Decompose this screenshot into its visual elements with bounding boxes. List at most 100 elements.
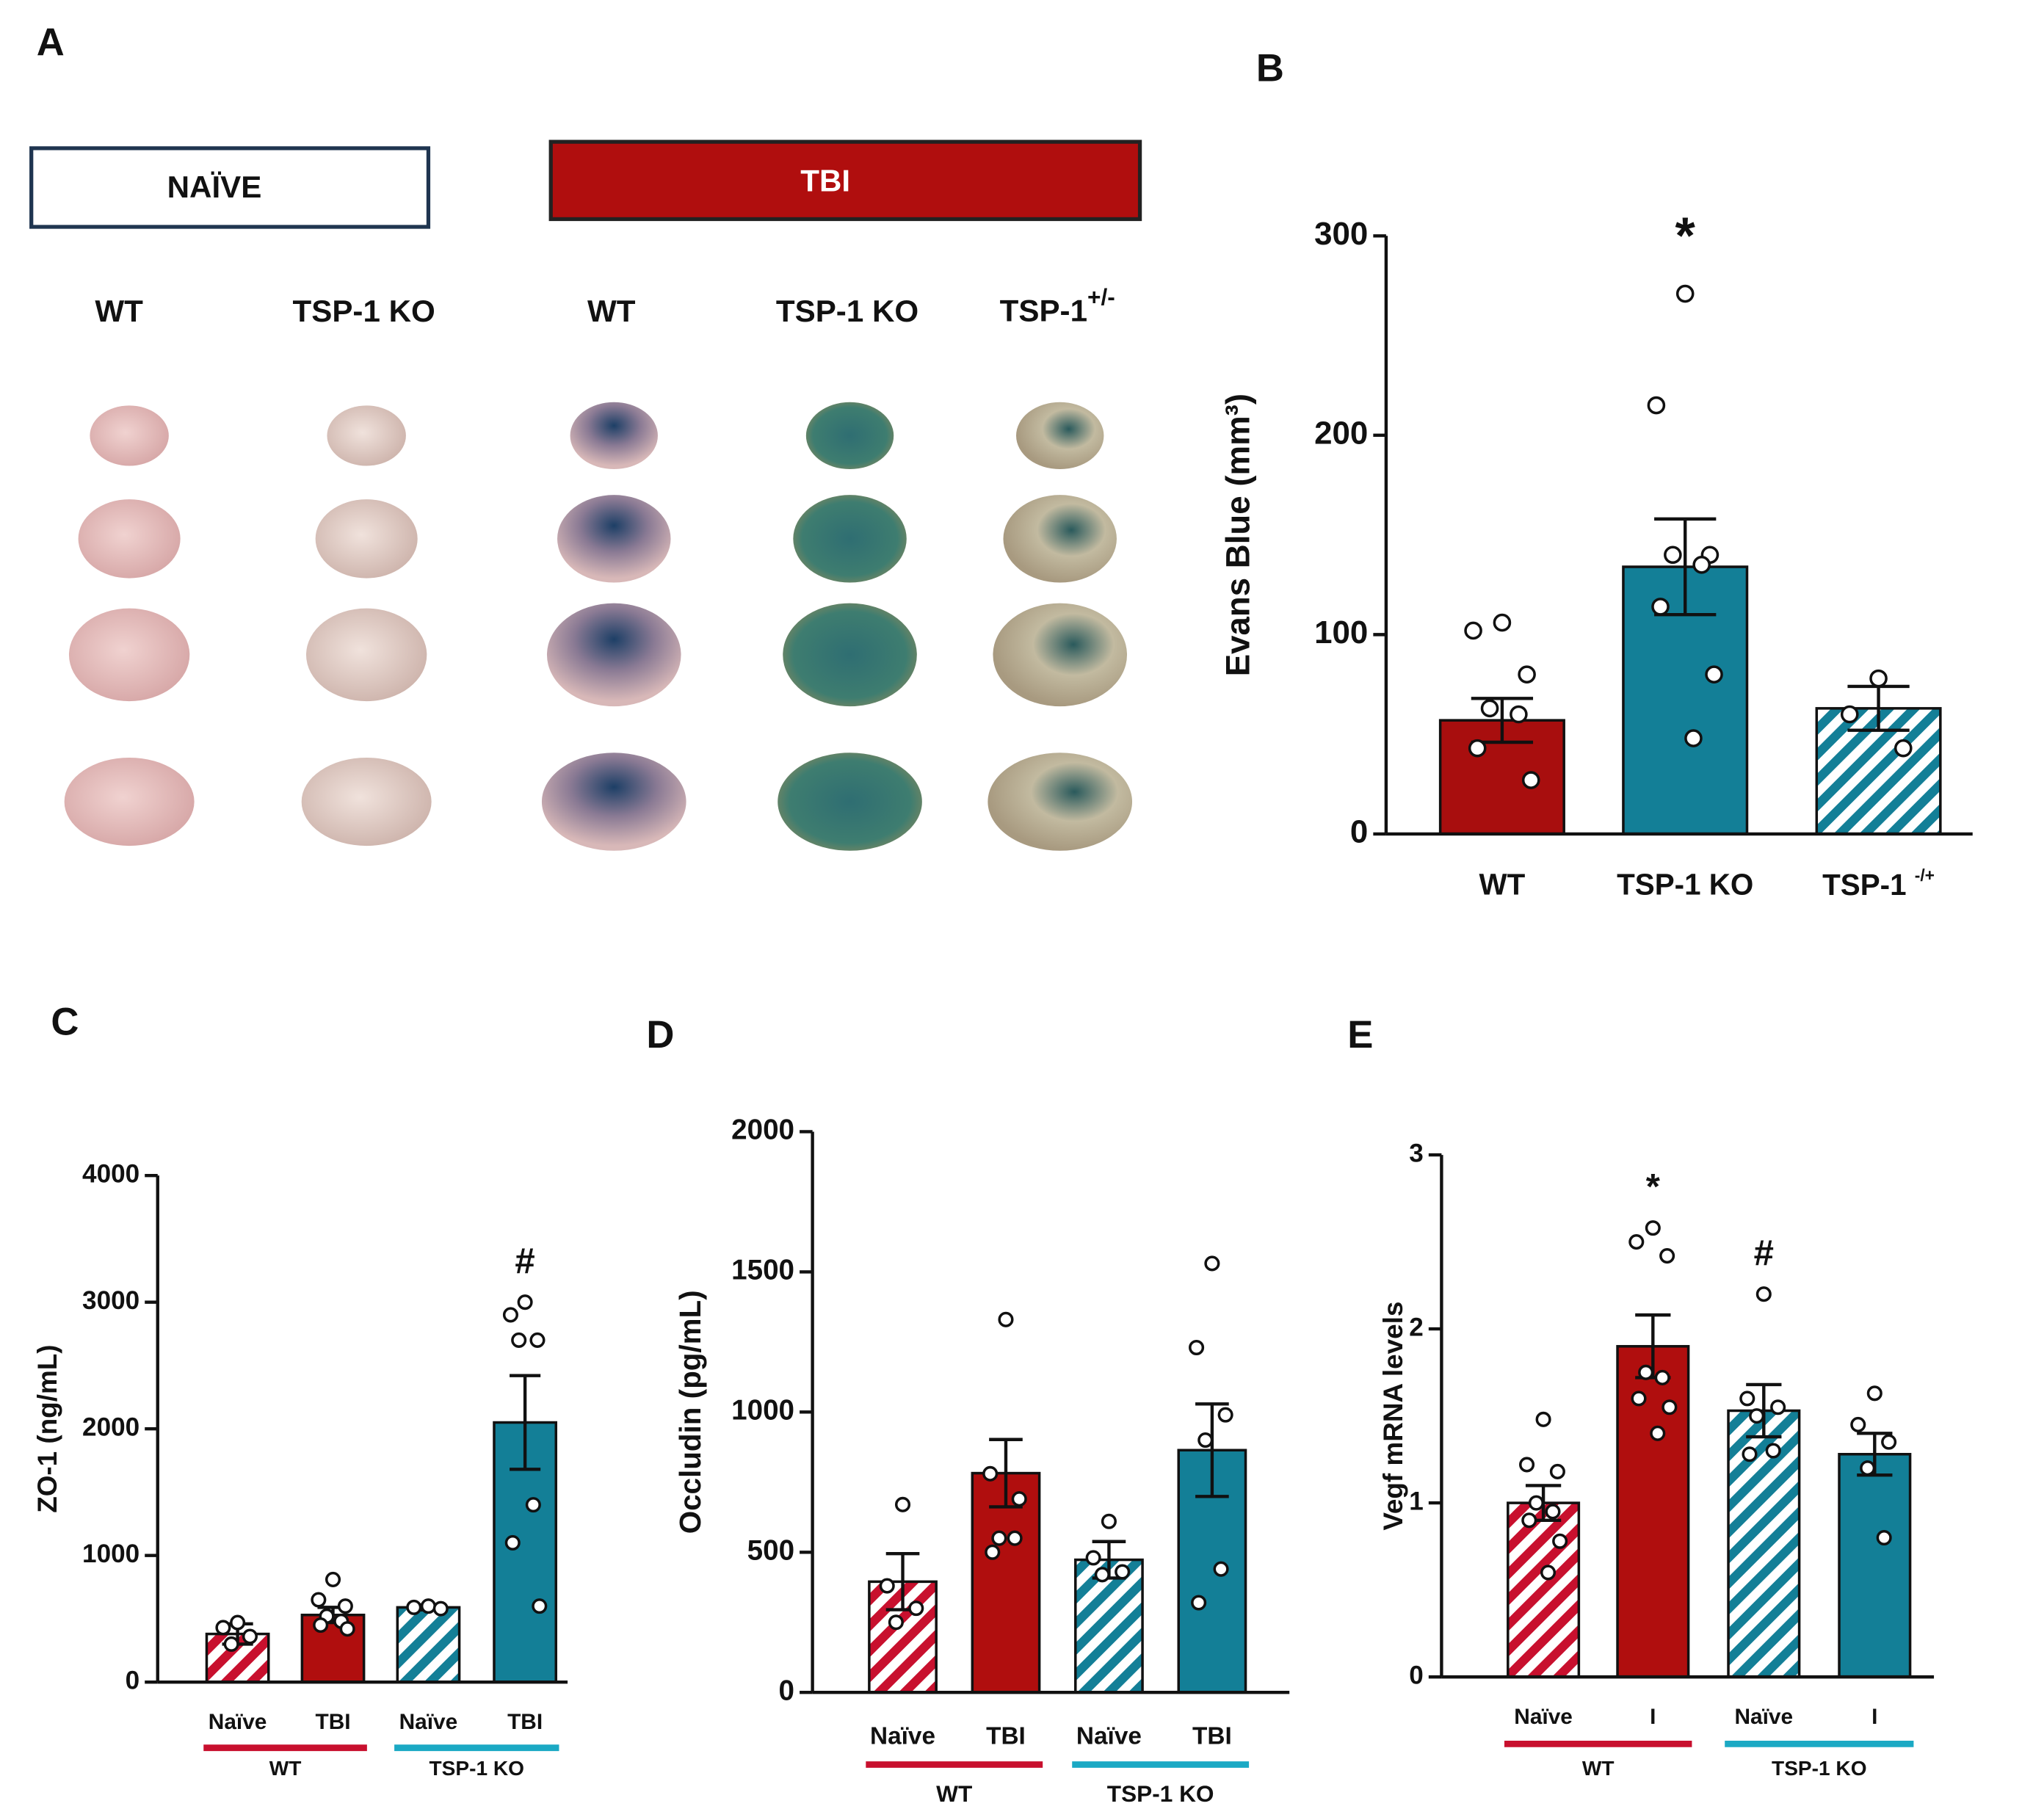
data-point	[313, 1617, 329, 1634]
y-tick-label: 200	[1314, 415, 1368, 451]
brain-slice	[793, 495, 907, 583]
tbi-box	[548, 139, 1142, 222]
group-label: TSP-1 KO	[1107, 1780, 1214, 1807]
brain-slice	[90, 405, 169, 466]
x-tick-label: I	[1650, 1705, 1656, 1729]
data-point	[1894, 739, 1913, 758]
data-point	[982, 1465, 999, 1482]
x-tick-label: TBI	[315, 1710, 350, 1734]
brain-slice	[327, 405, 406, 466]
y-tick-label: 3	[1409, 1139, 1424, 1167]
panel-label: C	[51, 1001, 79, 1044]
annotation: *	[1675, 206, 1696, 264]
data-point	[1007, 1530, 1023, 1546]
column-label: TSP-1+/-	[1000, 284, 1115, 328]
data-point	[525, 1497, 541, 1513]
data-point	[1464, 621, 1482, 640]
data-point	[1011, 1491, 1027, 1507]
data-point	[1493, 613, 1512, 632]
y-axis-label: ZO-1 (ng/mL)	[32, 1344, 62, 1512]
data-point	[420, 1598, 436, 1614]
panel-label: D	[646, 1013, 674, 1056]
data-point	[1654, 1369, 1670, 1385]
y-tick-label: 2	[1409, 1313, 1424, 1341]
brain-slice	[778, 753, 922, 851]
brain-slice	[570, 402, 658, 470]
brain-slice	[805, 402, 894, 470]
x-tick-label: Naïve	[209, 1710, 267, 1734]
annotation: #	[515, 1241, 535, 1281]
data-point	[1850, 1416, 1866, 1432]
group-label: WT	[936, 1780, 972, 1807]
data-point	[517, 1294, 533, 1310]
data-point	[1675, 284, 1695, 303]
data-point	[1197, 1432, 1214, 1449]
error-bar	[989, 1437, 1023, 1509]
data-point	[1480, 699, 1499, 718]
x-tick-label: TSP-1 KO	[1617, 868, 1753, 902]
y-tick-label: 500	[747, 1534, 794, 1566]
annotation: #	[1754, 1233, 1774, 1273]
x-tick-label: TBI	[507, 1710, 543, 1734]
data-point	[1742, 1446, 1758, 1462]
data-point	[1085, 1550, 1101, 1566]
y-tick-label: 2000	[731, 1114, 794, 1146]
brain-slice	[306, 608, 427, 702]
column-label: TSP-1 KO	[776, 294, 918, 328]
data-point	[1755, 1286, 1772, 1302]
bar	[1616, 1345, 1690, 1678]
error-bar	[510, 1374, 541, 1471]
condition-label: TBI	[800, 163, 850, 197]
column-label: TSP-1 KO	[293, 294, 435, 328]
brain-slice	[1003, 495, 1117, 583]
y-axis-label: Vegf mRNA levels	[1378, 1302, 1408, 1531]
error-bar	[1195, 1402, 1229, 1498]
data-point	[991, 1530, 1007, 1546]
data-point	[1528, 1495, 1544, 1511]
data-point	[504, 1534, 521, 1551]
data-point	[998, 1311, 1014, 1327]
y-tick-label: 300	[1314, 216, 1368, 252]
x-tick-label: WT	[1479, 868, 1526, 902]
data-point	[1645, 1220, 1661, 1236]
panel-label: B	[1256, 46, 1284, 90]
y-tick-label: 3000	[82, 1286, 139, 1315]
y-axis-label: Occludin (pg/mL)	[673, 1290, 707, 1534]
data-point	[1638, 1364, 1654, 1380]
x-tick-label: Naïve	[1076, 1722, 1142, 1750]
brain-slice	[546, 603, 681, 707]
data-point	[242, 1628, 258, 1645]
brain-slice	[315, 499, 418, 579]
data-point	[1549, 1463, 1565, 1479]
data-point	[1115, 1564, 1131, 1580]
group-label: WT	[1582, 1757, 1615, 1780]
brain-slice	[68, 608, 190, 702]
data-point	[532, 1598, 548, 1614]
data-point	[432, 1600, 449, 1617]
y-tick-label: 1000	[82, 1540, 139, 1568]
label-sup: -/+	[1915, 866, 1935, 885]
data-point	[311, 1592, 327, 1608]
data-point	[1662, 1399, 1678, 1415]
data-point	[406, 1599, 422, 1615]
data-point	[325, 1571, 341, 1587]
error-bar	[1746, 1382, 1782, 1439]
data-point	[1217, 1407, 1233, 1423]
data-point	[230, 1614, 246, 1631]
x-tick-label: TSP-1 -/+	[1822, 866, 1935, 901]
y-tick-label: 0	[1350, 814, 1368, 850]
data-point	[894, 1496, 911, 1512]
brain-slice	[993, 603, 1128, 707]
group-label: TSP-1 KO	[430, 1757, 525, 1780]
data-point	[1213, 1561, 1229, 1577]
brain-slice	[64, 757, 195, 846]
data-point	[1631, 1391, 1647, 1407]
data-point	[1540, 1565, 1557, 1581]
data-point	[1749, 1408, 1765, 1424]
column-label: WT	[95, 294, 143, 328]
label-text: TSP-1	[1000, 294, 1087, 328]
data-point	[1521, 1512, 1537, 1529]
data-point	[1659, 1248, 1675, 1264]
data-point	[1468, 739, 1487, 758]
data-point	[1521, 771, 1540, 789]
